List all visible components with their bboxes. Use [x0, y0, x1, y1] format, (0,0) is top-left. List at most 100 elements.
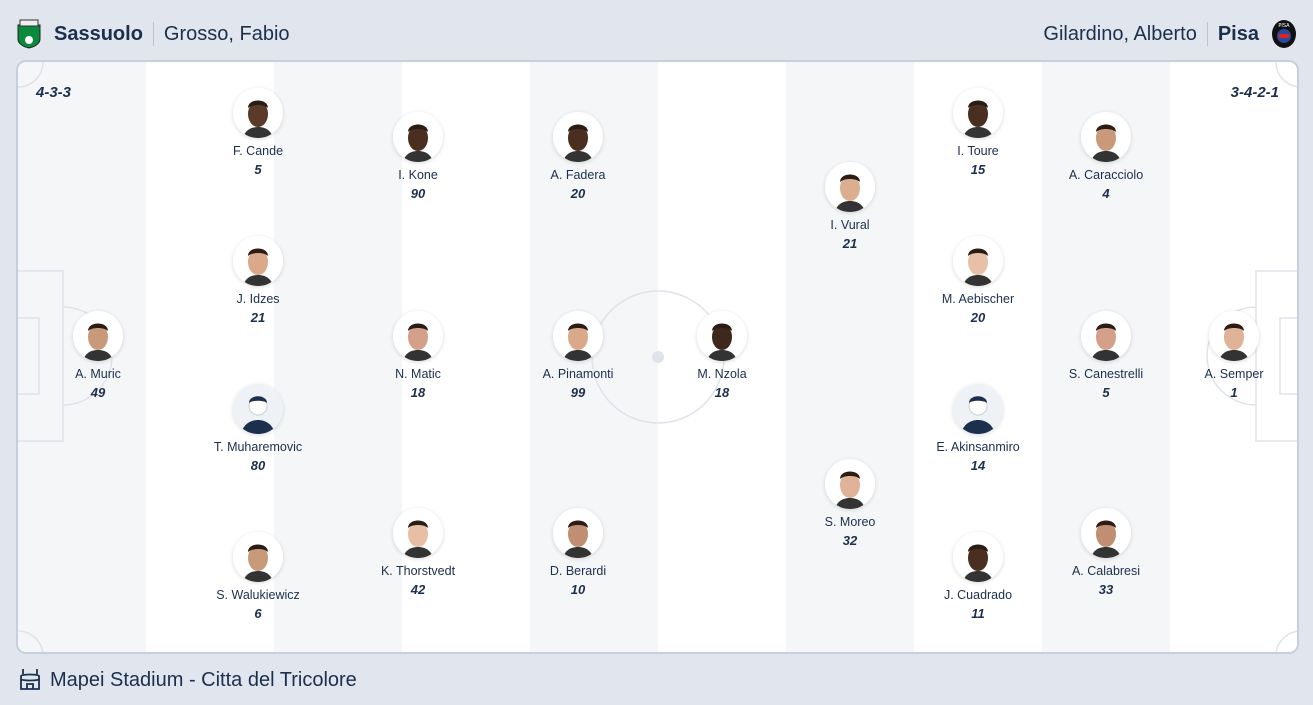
home-player[interactable]: I. Kone 90: [348, 112, 488, 201]
home-player[interactable]: N. Matic 18: [348, 311, 488, 400]
player-avatar: [233, 532, 283, 582]
venue: Mapei Stadium - Citta del Tricolore: [18, 667, 357, 693]
away-coach: Gilardino, Alberto: [1043, 22, 1197, 45]
player-avatar: [553, 112, 603, 162]
player-name: A. Fadera: [550, 168, 606, 182]
player-name: I. Kone: [398, 168, 438, 182]
player-name: M. Aebischer: [941, 292, 1015, 306]
player-name: I. Vural: [830, 218, 870, 232]
right-penalty-box: [1255, 270, 1297, 442]
player-name: K. Thorstvedt: [380, 564, 456, 578]
player-number: 5: [254, 162, 262, 177]
divider: [1206, 22, 1208, 46]
player-avatar: [233, 384, 283, 434]
player-number: 14: [970, 458, 986, 473]
player-avatar: [393, 112, 443, 162]
player-avatar: [553, 311, 603, 361]
away-player[interactable]: A. Semper 1: [1164, 311, 1297, 400]
sassuolo-logo: [17, 19, 41, 49]
player-number: 11: [971, 606, 985, 621]
player-name: M. Nzola: [697, 367, 747, 381]
player-number: 90: [410, 186, 426, 201]
home-player[interactable]: K. Thorstvedt 42: [348, 508, 488, 597]
player-number: 15: [970, 162, 986, 177]
player-avatar: [1081, 311, 1131, 361]
player-number: 80: [250, 458, 266, 473]
svg-text:PISA: PISA: [1278, 23, 1290, 29]
player-avatar: [233, 88, 283, 138]
player-name: D. Berardi: [549, 564, 607, 578]
player-number: 42: [410, 582, 426, 597]
player-number: 20: [570, 186, 586, 201]
away-header: Gilardino, Alberto Pisa PISA: [1043, 18, 1297, 50]
home-player[interactable]: J. Idzes 21: [188, 236, 328, 325]
away-player[interactable]: M. Aebischer 20: [908, 236, 1048, 325]
home-team-name[interactable]: Sassuolo: [54, 22, 143, 45]
player-name: S. Walukiewicz: [216, 588, 300, 602]
player-number: 99: [570, 385, 586, 400]
player-avatar: [73, 311, 123, 361]
away-player[interactable]: A. Caracciolo 4: [1036, 112, 1176, 201]
away-formation: 3-4-2-1: [1230, 84, 1279, 101]
player-avatar: [1081, 508, 1131, 558]
away-player[interactable]: S. Moreo 32: [780, 459, 920, 548]
corner-arc: [1275, 630, 1297, 652]
pitch-stripe: [274, 62, 402, 652]
home-header: Sassuolo Grosso, Fabio: [16, 18, 290, 50]
player-avatar: [1081, 112, 1131, 162]
player-avatar: [953, 384, 1003, 434]
pitch: 4-3-3 3-4-2-1 A. Muric 49 F. Cande 5 J. …: [16, 60, 1299, 654]
player-number: 1: [1230, 385, 1238, 400]
home-player[interactable]: F. Cande 5: [188, 88, 328, 177]
player-name: T. Muharemovic: [213, 440, 303, 454]
player-number: 6: [254, 606, 262, 621]
away-player[interactable]: M. Nzola 18: [652, 311, 792, 400]
player-name: A. Semper: [1204, 367, 1264, 381]
player-number: 18: [410, 385, 426, 400]
player-number: 49: [90, 385, 106, 400]
home-player[interactable]: T. Muharemovic 80: [188, 384, 328, 473]
player-avatar: [953, 236, 1003, 286]
player-avatar: [393, 508, 443, 558]
player-avatar: [953, 88, 1003, 138]
away-player[interactable]: E. Akinsanmiro 14: [908, 384, 1048, 473]
away-team-name[interactable]: Pisa: [1217, 22, 1259, 45]
player-number: 32: [842, 533, 858, 548]
player-name: J. Idzes: [236, 292, 280, 306]
divider: [152, 22, 154, 46]
player-avatar: [1209, 311, 1259, 361]
venue-name: Mapei Stadium - Citta del Tricolore: [50, 668, 357, 691]
home-player[interactable]: A. Pinamonti 99: [508, 311, 648, 400]
home-player[interactable]: S. Walukiewicz 6: [188, 532, 328, 621]
home-formation: 4-3-3: [36, 84, 72, 101]
center-spot: [652, 351, 664, 363]
away-player[interactable]: J. Cuadrado 11: [908, 532, 1048, 621]
away-player[interactable]: I. Toure 15: [908, 88, 1048, 177]
player-number: 21: [842, 236, 858, 251]
player-number: 33: [1098, 582, 1114, 597]
player-name: A. Caracciolo: [1068, 168, 1144, 182]
home-player[interactable]: A. Muric 49: [28, 311, 168, 400]
away-player[interactable]: I. Vural 21: [780, 162, 920, 251]
corner-arc: [18, 62, 44, 88]
pitch-stripe: [530, 62, 658, 652]
player-name: N. Matic: [395, 367, 441, 381]
home-player[interactable]: D. Berardi 10: [508, 508, 648, 597]
pisa-logo: PISA: [1272, 20, 1296, 48]
player-avatar: [393, 311, 443, 361]
player-number: 21: [250, 310, 266, 325]
corner-arc: [18, 630, 44, 652]
player-name: A. Muric: [75, 367, 121, 381]
player-name: A. Pinamonti: [542, 367, 614, 381]
home-player[interactable]: A. Fadera 20: [508, 112, 648, 201]
player-number: 10: [570, 582, 586, 597]
player-number: 4: [1102, 186, 1110, 201]
player-number: 5: [1102, 385, 1110, 400]
player-avatar: [233, 236, 283, 286]
away-player[interactable]: S. Canestrelli 5: [1036, 311, 1176, 400]
home-coach: Grosso, Fabio: [163, 22, 290, 45]
pitch-stripe: [786, 62, 914, 652]
away-player[interactable]: A. Calabresi 33: [1036, 508, 1176, 597]
player-name: S. Canestrelli: [1068, 367, 1144, 381]
stadium-icon: [20, 669, 40, 690]
